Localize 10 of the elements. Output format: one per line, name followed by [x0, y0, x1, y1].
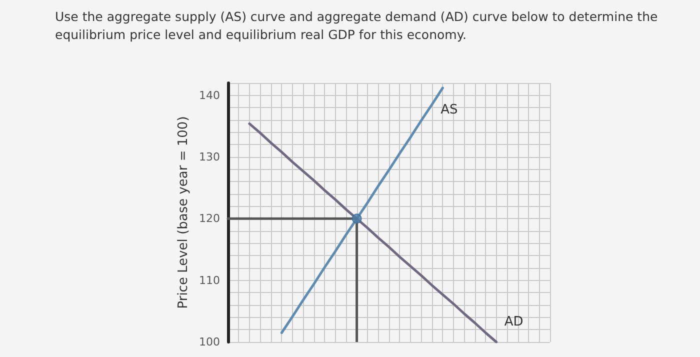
y-tick-label: 110: [199, 274, 220, 287]
chart-title: Use the aggregate supply (AS) curve and aggregate demand (AD) curve below to determine the equilibrium price level and equilibrium real GDP for this economy.: [55, 8, 659, 44]
y-tick-label: 140: [199, 88, 220, 102]
y-tick-label: 100: [199, 336, 220, 348]
series-label: AD: [504, 314, 524, 330]
y-axis-title: Price Level (base year = 100): [176, 116, 191, 309]
y-tick-label: 130: [199, 150, 220, 164]
series-label: AS: [440, 102, 458, 118]
line-series: [248, 122, 498, 344]
y-tick-label: 120: [199, 212, 220, 226]
